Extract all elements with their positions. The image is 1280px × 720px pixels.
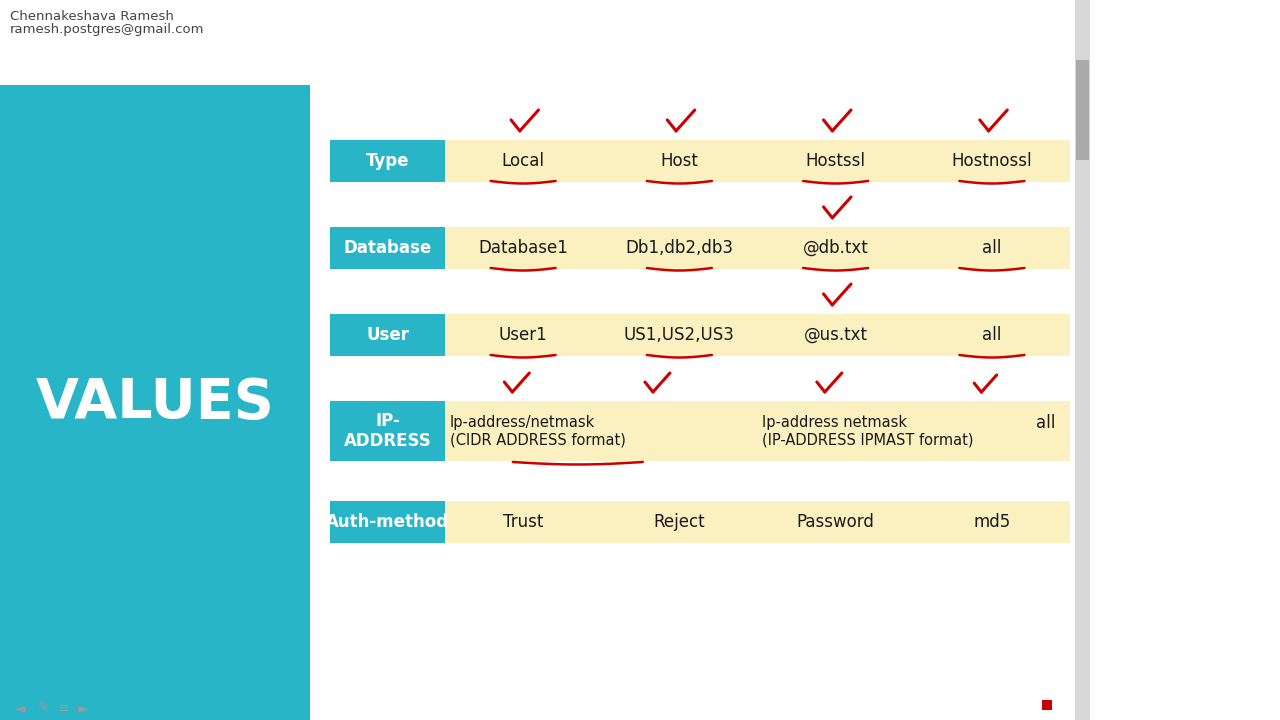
FancyBboxPatch shape (330, 501, 445, 543)
Text: Auth-method: Auth-method (326, 513, 449, 531)
Text: Host: Host (660, 152, 699, 170)
Text: User1: User1 (499, 326, 548, 344)
Text: all: all (982, 326, 1001, 344)
Text: Hostnossl: Hostnossl (951, 152, 1032, 170)
FancyBboxPatch shape (445, 227, 1070, 269)
Text: Hostssl: Hostssl (805, 152, 865, 170)
FancyBboxPatch shape (0, 85, 310, 720)
FancyBboxPatch shape (445, 140, 1070, 182)
Text: all: all (982, 239, 1001, 257)
Text: ≡: ≡ (58, 701, 69, 715)
Text: @db.txt: @db.txt (803, 239, 869, 257)
Text: all: all (1036, 414, 1055, 432)
FancyBboxPatch shape (445, 314, 1070, 356)
Text: Password: Password (796, 513, 874, 531)
FancyBboxPatch shape (445, 501, 1070, 543)
Text: Type: Type (366, 152, 410, 170)
FancyBboxPatch shape (330, 401, 445, 461)
Text: ►: ► (78, 701, 88, 715)
FancyBboxPatch shape (330, 140, 445, 182)
Text: Database: Database (343, 239, 431, 257)
FancyBboxPatch shape (1075, 0, 1091, 720)
Text: Ip-address netmask
(IP-ADDRESS IPMAST format): Ip-address netmask (IP-ADDRESS IPMAST fo… (763, 415, 974, 447)
Text: US1,US2,US3: US1,US2,US3 (623, 326, 735, 344)
Text: Ip-address/netmask
(CIDR ADDRESS format): Ip-address/netmask (CIDR ADDRESS format) (451, 415, 626, 447)
FancyBboxPatch shape (1076, 60, 1089, 160)
Text: Reject: Reject (654, 513, 705, 531)
Text: VALUES: VALUES (36, 376, 274, 430)
Text: md5: md5 (973, 513, 1010, 531)
Text: ✎: ✎ (38, 701, 50, 715)
Text: Database1: Database1 (479, 239, 568, 257)
Text: IP-
ADDRESS: IP- ADDRESS (343, 412, 431, 451)
Text: ramesh.postgres@gmail.com: ramesh.postgres@gmail.com (10, 23, 205, 36)
Text: ◄: ◄ (15, 701, 26, 715)
FancyBboxPatch shape (0, 0, 1280, 85)
Text: Chennakeshava Ramesh: Chennakeshava Ramesh (10, 10, 174, 23)
FancyBboxPatch shape (330, 227, 445, 269)
FancyBboxPatch shape (330, 314, 445, 356)
FancyBboxPatch shape (445, 401, 1070, 461)
FancyBboxPatch shape (310, 85, 1080, 720)
Text: Db1,db2,db3: Db1,db2,db3 (626, 239, 733, 257)
Text: Trust: Trust (503, 513, 543, 531)
Text: @us.txt: @us.txt (804, 326, 868, 344)
Text: User: User (366, 326, 410, 344)
Text: Local: Local (502, 152, 544, 170)
FancyBboxPatch shape (1042, 700, 1052, 710)
